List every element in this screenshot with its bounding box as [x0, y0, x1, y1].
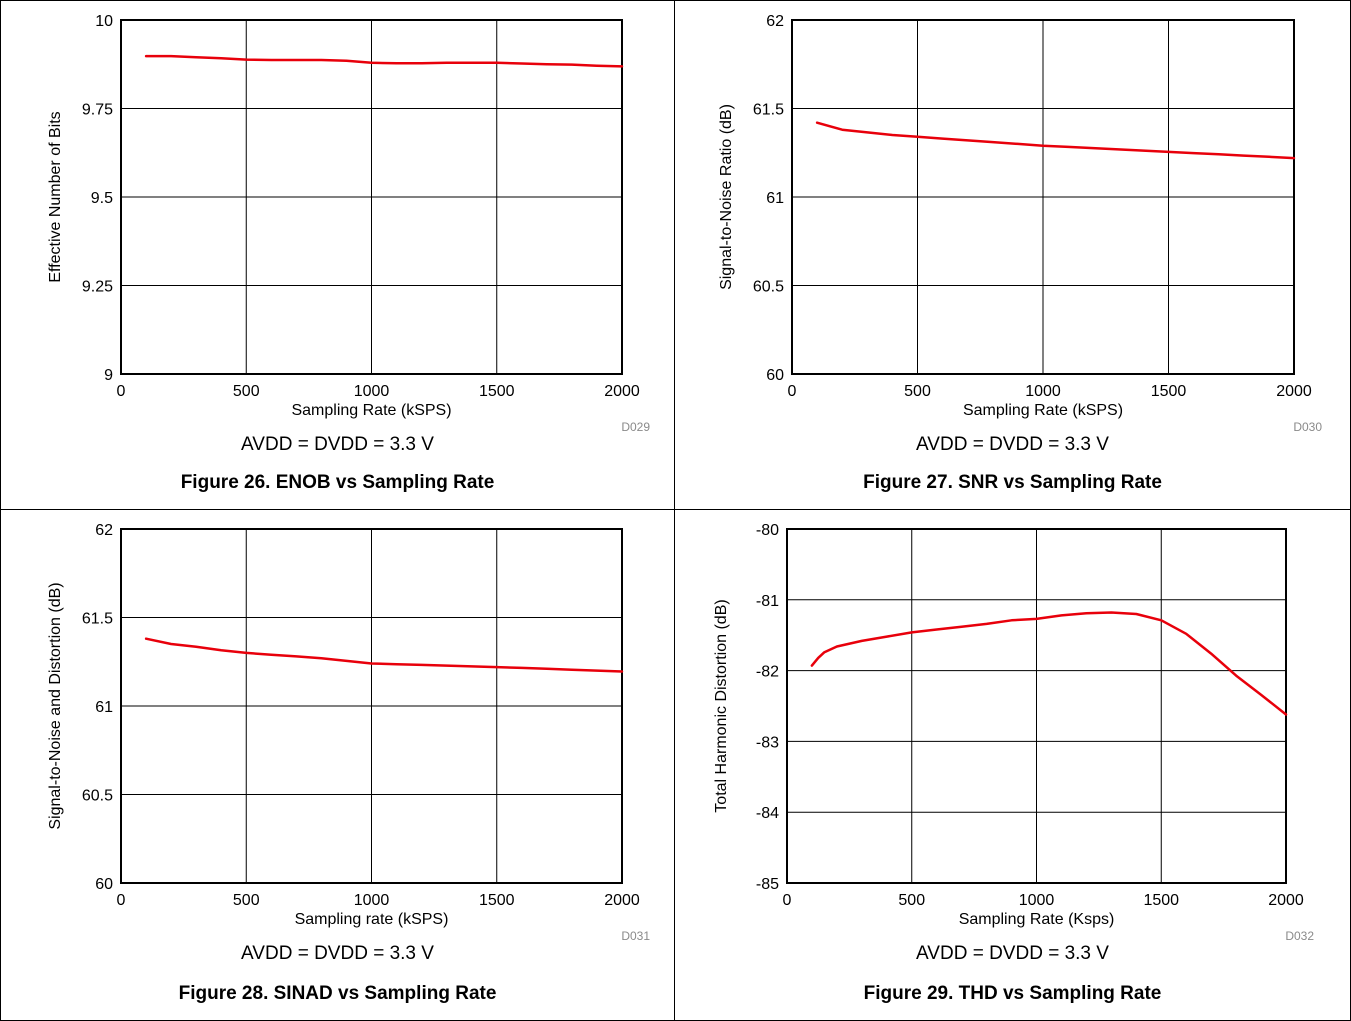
figure-28-panel: 0 500 1000 1500 2000 60 60.5 61 61.5 62 Sampling r… [0, 510, 675, 1021]
x-axis-label: Sampling rate (kSPS) [295, 911, 449, 928]
y-tick-label: 60.5 [753, 279, 784, 296]
x-tick-label: 2000 [604, 892, 640, 909]
series-line [144, 637, 624, 673]
chart-2: 0 500 1000 1500 2000 60 60.5 61 61.5 62 Sampling R… [718, 13, 1322, 434]
figure-code-label: D029 [621, 420, 650, 434]
figure-caption: Figure 28. SINAD vs Sampling Rate [178, 983, 497, 1004]
x-tick-label: 0 [788, 383, 797, 400]
figure-caption: Figure 27. SNR vs Sampling Rate [863, 472, 1162, 493]
x-tick-label: 1500 [479, 383, 515, 400]
y-tick-label: -81 [756, 593, 779, 610]
test-condition: AVDD = DVDD = 3.3 V [241, 943, 434, 964]
y-tick-label: 9.25 [82, 279, 113, 296]
chart-1: 0 500 1000 1500 2000 9 9.25 9.5 9.75 10 Sampling R… [47, 13, 650, 434]
x-tick-label: 500 [898, 892, 925, 909]
x-tick-label: 500 [233, 383, 260, 400]
plot-frame [120, 19, 623, 375]
series-line [815, 121, 1296, 160]
x-tick-label: 1000 [1025, 383, 1061, 400]
x-tick-label: 2000 [1268, 892, 1304, 909]
y-tick-label: 62 [766, 13, 784, 30]
figure-27-panel: 0 500 1000 1500 2000 60 60.5 61 61.5 62 Sampling R… [675, 0, 1351, 510]
y-tick-label: -82 [756, 664, 779, 681]
y-tick-label: -80 [756, 522, 779, 539]
y-axis-label: Total Harmonic Distortion (dB) [713, 599, 730, 812]
x-tick-label: 1000 [354, 892, 390, 909]
y-tick-label: 9.5 [91, 190, 113, 207]
y-tick-label: 9.75 [82, 102, 113, 119]
x-tick-label: 500 [233, 892, 260, 909]
y-tick-label: 9 [104, 367, 113, 384]
y-tick-label: 60.5 [82, 788, 113, 805]
x-tick-label: 0 [117, 892, 126, 909]
figure-caption: Figure 29. THD vs Sampling Rate [863, 983, 1162, 1004]
x-tick-label: 0 [117, 383, 126, 400]
x-axis-label: Sampling Rate (kSPS) [291, 402, 451, 419]
test-condition: AVDD = DVDD = 3.3 V [916, 434, 1109, 455]
y-axis-label: Signal-to-Noise and Distortion (dB) [47, 582, 64, 829]
x-tick-label: 2000 [1276, 383, 1312, 400]
x-axis-label: Sampling Rate (Ksps) [959, 911, 1115, 928]
y-axis-label: Effective Number of Bits [47, 111, 64, 282]
figure-caption: Figure 26. ENOB vs Sampling Rate [180, 472, 495, 493]
x-tick-label: 2000 [604, 383, 640, 400]
x-tick-label: 1000 [1019, 892, 1055, 909]
plot-frame [786, 528, 1287, 884]
x-tick-label: 1000 [354, 383, 390, 400]
y-tick-label: 61.5 [753, 102, 784, 119]
y-tick-label: -85 [756, 876, 779, 893]
x-tick-label: 1500 [1151, 383, 1187, 400]
series-line [144, 54, 624, 68]
plot-frame [791, 19, 1295, 375]
y-tick-label: -84 [756, 805, 779, 822]
x-tick-label: 1500 [479, 892, 515, 909]
x-axis-label: Sampling Rate (kSPS) [963, 402, 1123, 419]
y-tick-label: 62 [95, 522, 113, 539]
y-tick-label: 60 [766, 367, 784, 384]
y-axis-label: Signal-to-Noise Ratio (dB) [718, 104, 735, 290]
y-tick-label: 61 [766, 190, 784, 207]
x-tick-label: 0 [783, 892, 792, 909]
figure-code-label: D030 [1293, 420, 1322, 434]
plot-frame [120, 528, 623, 884]
chart-4: 0 500 1000 1500 2000 -85 -84 -83 -82 -81 -80 Sampli… [713, 522, 1314, 943]
y-tick-label: 10 [95, 13, 113, 30]
test-condition: AVDD = DVDD = 3.3 V [916, 943, 1109, 964]
figure-29-panel: 0 500 1000 1500 2000 -85 -84 -83 -82 -81 -80 Sampli… [675, 510, 1351, 1021]
figure-26-panel: 0 500 1000 1500 2000 9 9.25 9.5 9.75 10 Sampling R… [0, 0, 675, 510]
figure-code-label: D032 [1285, 929, 1314, 943]
y-tick-label: -83 [756, 734, 779, 751]
x-tick-label: 500 [904, 383, 931, 400]
y-tick-label: 61.5 [82, 611, 113, 628]
y-tick-label: 61 [95, 699, 113, 716]
y-tick-label: 60 [95, 876, 113, 893]
series-line [810, 611, 1288, 716]
figure-code-label: D031 [621, 929, 650, 943]
chart-3: 0 500 1000 1500 2000 60 60.5 61 61.5 62 Sampling r… [47, 522, 650, 943]
x-tick-label: 1500 [1143, 892, 1179, 909]
test-condition: AVDD = DVDD = 3.3 V [241, 434, 434, 455]
